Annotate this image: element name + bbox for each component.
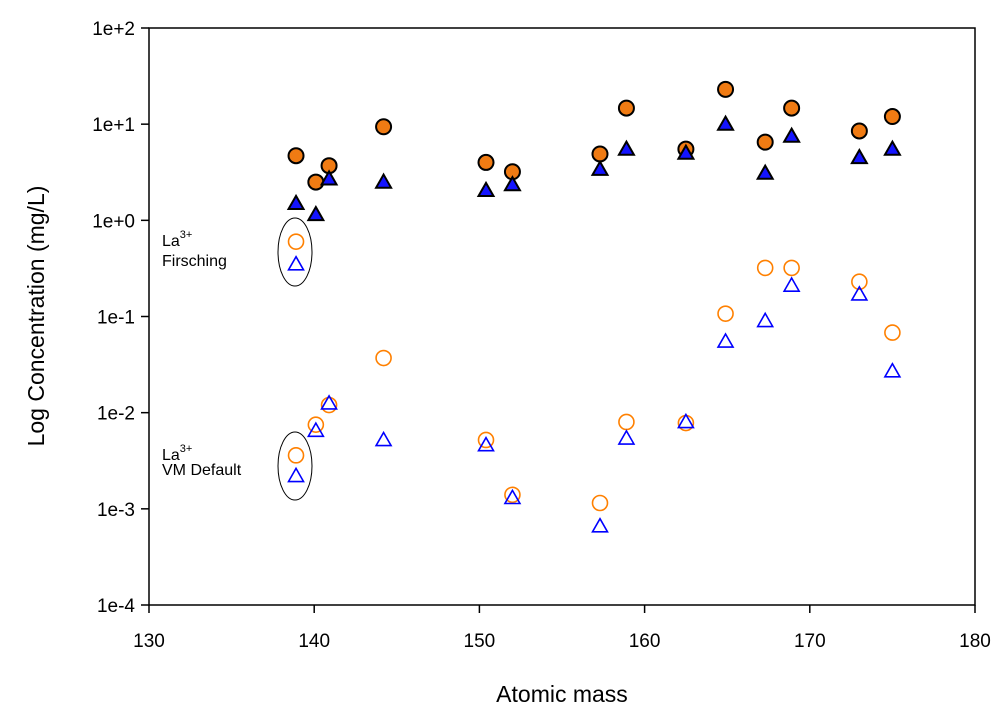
filled-triangle-point [676,143,696,160]
open-triangle-point [850,285,869,301]
annotation-ion-vm-default: La [162,447,180,464]
open-triangle-point [320,394,338,410]
filled-triangle-point [590,159,610,176]
annotation-charge-vm-default: 3+ [180,443,193,455]
open-triangle-point [782,276,801,292]
filled-triangle-point [782,126,801,143]
filled-triangle-point [503,175,522,192]
annotation-open-triangle-point [287,466,305,483]
open-triangle-point [306,421,325,438]
annotation-open-circle-point [287,447,305,464]
y-tick-label: 1e-4 [97,596,135,617]
annotation-method-firsching: Firsching [162,253,227,270]
filled-circle-point [307,173,325,191]
annotation-open-triangle-point [287,255,305,271]
filled-circle-point [756,133,774,151]
x-axis-title: Atomic mass [496,681,628,707]
filled-triangle-point [306,204,326,222]
open-circle-point [477,431,495,449]
annotation-group: La3+ Firsching La3+ VM Default [162,217,313,501]
y-tick-label: 1e+2 [92,19,135,40]
annotation-label-vm-default: La3+ VM Default [162,439,242,479]
open-circle-point [884,324,901,341]
filled-circle-point [850,122,868,140]
annotation-charge-firsching: 3+ [180,229,193,241]
y-tick-label: 1e-2 [97,404,135,425]
open-triangle-point [883,362,902,378]
open-circle-point [307,416,325,433]
open-triangle-point [756,311,775,328]
filled-circle-point [783,99,801,117]
data-marks [286,80,902,533]
x-tick-label: 150 [464,631,496,652]
axis-ticks: 130 140 150 160 170 180 1e-4 1e-3 1e-2 1e-1 1e+0 1e… [92,19,991,652]
y-tick-label: 1e-3 [97,500,135,521]
filled-triangle-point [716,114,735,131]
x-tick-label: 160 [629,631,661,652]
x-tick-label: 180 [959,631,991,652]
annotation-ellipse-vm-default [277,431,313,501]
filled-triangle-point [883,139,902,156]
filled-triangle-point [617,139,636,156]
y-tick-label: 1e+1 [92,115,135,136]
x-tick-label: 140 [298,631,330,652]
open-circle-point [717,305,734,322]
x-tick-label: 170 [794,631,826,652]
y-tick-label: 1e-1 [97,308,135,329]
plot-area-frame [148,27,976,606]
filled-circle-point [591,145,609,163]
annotation-ellipse-firsching [277,217,313,287]
y-tick-label: 1e+0 [92,211,135,232]
open-circle-point [375,349,392,367]
open-circle-point [851,273,868,291]
y-axis-title: Log Concentration (mg/L) [23,186,49,447]
filled-circle-point [287,147,305,165]
filled-circle-point [477,153,495,171]
open-circle-point [591,494,609,512]
filled-circle-point [617,99,635,117]
filled-triangle-point [850,148,869,165]
filled-circle-point [883,108,901,126]
x-tick-label: 130 [133,631,165,652]
filled-circle-point [375,118,393,136]
filled-triangle-point [374,172,393,189]
open-triangle-point [591,517,609,533]
filled-circle-point [717,80,735,98]
open-triangle-point [374,430,393,447]
open-triangle-point [716,332,735,348]
annotation-open-circle-point [287,233,305,250]
filled-triangle-point [286,193,306,211]
open-triangle-point [677,412,695,429]
open-triangle-point [617,429,636,445]
filled-triangle-point [476,180,496,197]
annotation-ion-firsching: La [162,233,180,250]
open-triangle-point [503,488,522,505]
open-circle-point [618,413,635,431]
annotation-method-vm-default: VM Default [162,462,242,479]
open-circle-point [320,396,338,414]
open-circle-point [783,259,800,277]
open-triangle-point [477,435,495,452]
annotation-label-firsching: La3+ Firsching [162,225,227,270]
filled-triangle-point [319,169,339,186]
filled-triangle-point [755,163,775,180]
open-circle-point [504,486,521,504]
open-circle-point [756,259,774,277]
